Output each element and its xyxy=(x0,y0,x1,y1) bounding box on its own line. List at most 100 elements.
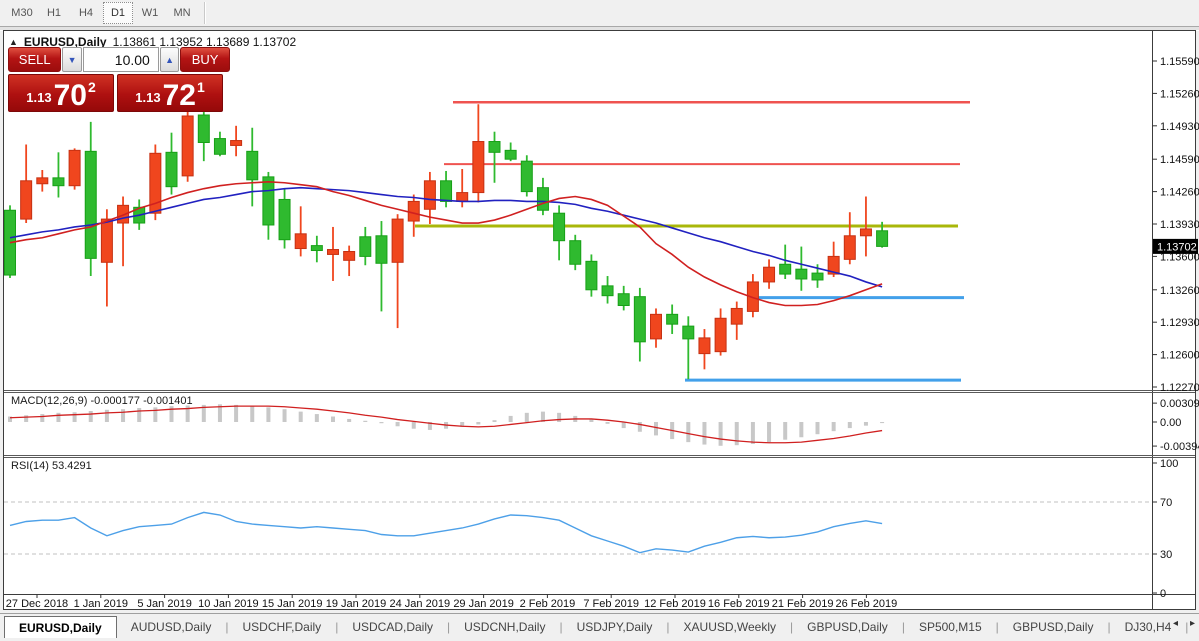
candle-body xyxy=(68,149,81,187)
collapse-chart-icon[interactable]: ▲ xyxy=(9,37,18,47)
tabs-scroll-right-button[interactable]: ▸ xyxy=(1190,618,1195,630)
timeframe-button-d1[interactable]: D1 xyxy=(103,2,133,24)
candle-body xyxy=(488,141,501,153)
volume-input[interactable] xyxy=(82,47,159,72)
candle-body xyxy=(375,235,388,264)
svg-text:24 Jan 2019: 24 Jan 2019 xyxy=(390,598,451,610)
svg-text:10 Jan 2019: 10 Jan 2019 xyxy=(198,598,259,610)
tab-dj30-h4[interactable]: DJ30,H4 xyxy=(1124,619,1172,634)
macd-bar xyxy=(217,404,222,422)
candle-body xyxy=(52,177,65,187)
candle-body xyxy=(859,228,872,237)
tab-eurusd-daily[interactable]: EURUSD,Daily xyxy=(4,616,117,638)
tab-separator: | xyxy=(1107,619,1111,634)
candle-body xyxy=(763,266,776,283)
tab-separator: | xyxy=(901,619,905,634)
sell-price-pip: 2 xyxy=(87,79,96,95)
candle-body xyxy=(666,313,679,325)
volume-increase-button[interactable]: ▲ xyxy=(159,47,180,72)
timeframe-button-h4[interactable]: H4 xyxy=(78,7,94,19)
volume-decrease-button[interactable]: ▼ xyxy=(62,47,82,72)
buy-price-button[interactable]: 1.13 72 1 xyxy=(117,74,223,112)
candle-body xyxy=(359,236,372,257)
tab-xauusd-weekly[interactable]: XAUUSD,Weekly xyxy=(683,619,776,634)
candle-body xyxy=(569,240,582,265)
buy-button[interactable]: BUY xyxy=(180,47,230,72)
macd-bar xyxy=(104,409,109,422)
tab-scroll-buttons: ◂ ▸ xyxy=(1173,618,1195,630)
svg-text:5 Jan 2019: 5 Jan 2019 xyxy=(137,598,191,610)
buy-price-big: 72 xyxy=(162,79,196,112)
tab-gbpusd-daily[interactable]: GBPUSD,Daily xyxy=(807,619,888,634)
macd-bar xyxy=(557,412,562,422)
svg-text:1.12600: 1.12600 xyxy=(1160,350,1199,362)
macd-bar xyxy=(799,422,804,438)
candle-body xyxy=(391,218,404,263)
sell-price-button[interactable]: 1.13 70 2 xyxy=(8,74,114,112)
macd-bar xyxy=(718,422,723,446)
svg-text:100: 100 xyxy=(1160,458,1178,470)
svg-text:70: 70 xyxy=(1160,497,1172,509)
candle-body xyxy=(278,198,291,241)
tab-separator: | xyxy=(1185,619,1189,634)
candle-body xyxy=(779,263,792,275)
svg-text:1.12930: 1.12930 xyxy=(1160,317,1199,329)
sell-button[interactable]: SELL xyxy=(8,47,62,72)
macd-bar xyxy=(831,422,836,432)
candle-body xyxy=(343,250,356,261)
svg-text:1.15590: 1.15590 xyxy=(1160,56,1199,68)
timeframe-toolbar: M30 H1 H4 D1 W1 MN xyxy=(0,0,1199,26)
candle-body xyxy=(650,313,662,340)
buy-price-pip: 1 xyxy=(196,79,205,95)
candle-body xyxy=(504,149,517,160)
tab-sp500-m15[interactable]: SP500,M15 xyxy=(918,619,982,634)
macd-bar xyxy=(540,411,545,422)
svg-text:0.003095: 0.003095 xyxy=(1160,398,1199,410)
svg-text:16 Feb 2019: 16 Feb 2019 xyxy=(708,598,770,610)
macd-bar xyxy=(56,412,61,422)
candle-body xyxy=(795,268,808,280)
chart-symbol-label: EURUSD,Daily xyxy=(23,35,107,49)
macd-label: MACD(12,26,9) -0.000177 -0.001401 xyxy=(11,395,193,407)
timeframe-button-mn[interactable]: MN xyxy=(173,7,191,19)
tab-usdchf-daily[interactable]: USDCHF,Daily xyxy=(242,619,322,634)
candle-body xyxy=(601,285,614,297)
svg-text:2 Feb 2019: 2 Feb 2019 xyxy=(520,598,576,610)
tab-gbpusd-daily[interactable]: GBPUSD,Daily xyxy=(1012,619,1094,634)
candle-body xyxy=(520,160,533,193)
chart-ohlc-values: 1.13861 1.13952 1.13689 1.13702 xyxy=(112,35,297,49)
svg-text:15 Jan 2019: 15 Jan 2019 xyxy=(262,598,323,610)
macd-bar xyxy=(153,407,158,422)
svg-text:1 Jan 2019: 1 Jan 2019 xyxy=(74,598,128,610)
candle-body xyxy=(407,200,420,222)
macd-bar xyxy=(783,422,788,440)
macd-bar xyxy=(395,422,400,427)
macd-bar xyxy=(363,420,368,422)
tabs-scroll-left-button[interactable]: ◂ xyxy=(1173,618,1178,630)
tab-audusd-daily[interactable]: AUDUSD,Daily xyxy=(130,619,212,634)
candle-body xyxy=(843,235,856,260)
candle-body xyxy=(456,192,469,202)
timeframe-button-h1[interactable]: H1 xyxy=(46,7,62,19)
macd-bar xyxy=(654,422,658,436)
macd-bar xyxy=(169,406,174,422)
svg-text:1.14930: 1.14930 xyxy=(1160,121,1199,133)
macd-bar xyxy=(121,409,126,422)
timeframe-button-w1[interactable]: W1 xyxy=(141,7,159,19)
macd-bar xyxy=(847,422,852,429)
current-price-tag xyxy=(1153,238,1198,254)
timeframe-button-m30[interactable]: M30 xyxy=(11,7,33,19)
rsi-label: RSI(14) 53.4291 xyxy=(11,460,92,472)
macd-bar xyxy=(137,407,142,422)
candle-body xyxy=(20,180,33,220)
chart-title: ▲ EURUSD,Daily 1.13861 1.13952 1.13689 1… xyxy=(9,35,296,49)
macd-bar xyxy=(266,407,271,422)
candle-body xyxy=(165,151,178,188)
tab-usdcnh-daily[interactable]: USDCNH,Daily xyxy=(464,619,546,634)
svg-text:0.00: 0.00 xyxy=(1160,417,1181,429)
tab-usdcad-daily[interactable]: USDCAD,Daily xyxy=(352,619,433,634)
svg-text:1.14590: 1.14590 xyxy=(1160,154,1199,166)
tab-usdjpy-daily[interactable]: USDJPY,Daily xyxy=(576,619,653,634)
tab-separator: | xyxy=(995,619,999,634)
